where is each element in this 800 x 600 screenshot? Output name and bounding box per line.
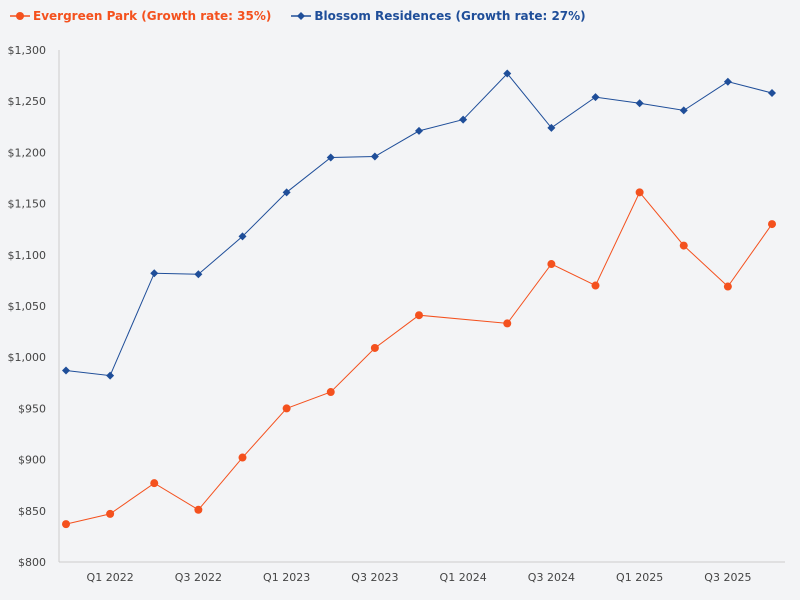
x-tick-label: Q3 2024	[528, 571, 575, 584]
data-point[interactable]	[635, 188, 644, 197]
y-tick-label: $1,200	[8, 146, 47, 159]
x-tick-label: Q1 2025	[616, 571, 663, 584]
legend-marker-diamond-icon	[291, 12, 312, 20]
data-point[interactable]	[150, 479, 159, 488]
data-point[interactable]	[150, 269, 159, 278]
data-point[interactable]	[238, 232, 247, 241]
y-tick-label: $1,100	[8, 249, 47, 262]
data-point[interactable]	[679, 106, 688, 115]
data-point[interactable]	[635, 99, 644, 108]
data-point[interactable]	[723, 282, 732, 291]
data-point[interactable]	[768, 89, 776, 98]
y-tick-label: $800	[18, 556, 46, 569]
data-point[interactable]	[679, 241, 688, 250]
data-point[interactable]	[282, 188, 291, 197]
legend-marker-circle-icon	[10, 12, 30, 20]
data-point[interactable]	[326, 153, 335, 162]
data-point[interactable]	[326, 388, 335, 397]
data-point[interactable]	[415, 126, 423, 135]
series-line-0	[65, 191, 773, 525]
x-tick-label: Q1 2023	[263, 571, 310, 584]
legend-item-blossom-residences[interactable]: Blossom Residences (Growth rate: 27%)	[291, 9, 586, 23]
data-point[interactable]	[62, 366, 70, 375]
y-tick-label: $1,250	[8, 95, 47, 108]
y-tick-label: $1,000	[8, 351, 47, 364]
data-point[interactable]	[282, 404, 291, 413]
y-tick-label: $850	[18, 505, 46, 518]
x-tick-label: Q3 2025	[704, 571, 751, 584]
data-point[interactable]	[62, 520, 70, 529]
data-point[interactable]	[194, 505, 203, 514]
data-point[interactable]	[503, 69, 512, 78]
y-tick-label: $1,300	[8, 44, 47, 57]
legend-label-evergreen-park: Evergreen Park (Growth rate: 35%)	[33, 9, 272, 23]
data-point[interactable]	[459, 115, 468, 124]
data-point[interactable]	[503, 319, 512, 328]
y-tick-label: $1,050	[8, 300, 47, 313]
data-point[interactable]	[768, 220, 776, 229]
data-point[interactable]	[106, 509, 115, 518]
legend-label-blossom-residences: Blossom Residences (Growth rate: 27%)	[314, 9, 586, 23]
x-tick-label: Q1 2022	[87, 571, 134, 584]
data-point[interactable]	[591, 93, 600, 102]
data-point[interactable]	[547, 260, 556, 269]
data-point[interactable]	[415, 311, 423, 320]
data-point[interactable]	[106, 371, 115, 380]
data-point[interactable]	[370, 343, 379, 352]
data-point[interactable]	[194, 270, 203, 279]
y-tick-label: $950	[18, 402, 46, 415]
y-tick-label: $1,150	[8, 198, 47, 211]
y-tick-label: $900	[18, 454, 46, 467]
x-tick-label: Q3 2023	[351, 571, 398, 584]
x-tick-label: Q1 2024	[440, 571, 487, 584]
data-point[interactable]	[238, 453, 247, 462]
data-point[interactable]	[547, 123, 556, 132]
data-point[interactable]	[591, 281, 600, 290]
x-tick-label: Q3 2022	[175, 571, 222, 584]
legend: Evergreen Park (Growth rate: 35%) Blosso…	[10, 9, 606, 23]
data-point[interactable]	[723, 77, 732, 86]
legend-item-evergreen-park[interactable]: Evergreen Park (Growth rate: 35%)	[10, 9, 271, 23]
data-point[interactable]	[370, 152, 379, 161]
